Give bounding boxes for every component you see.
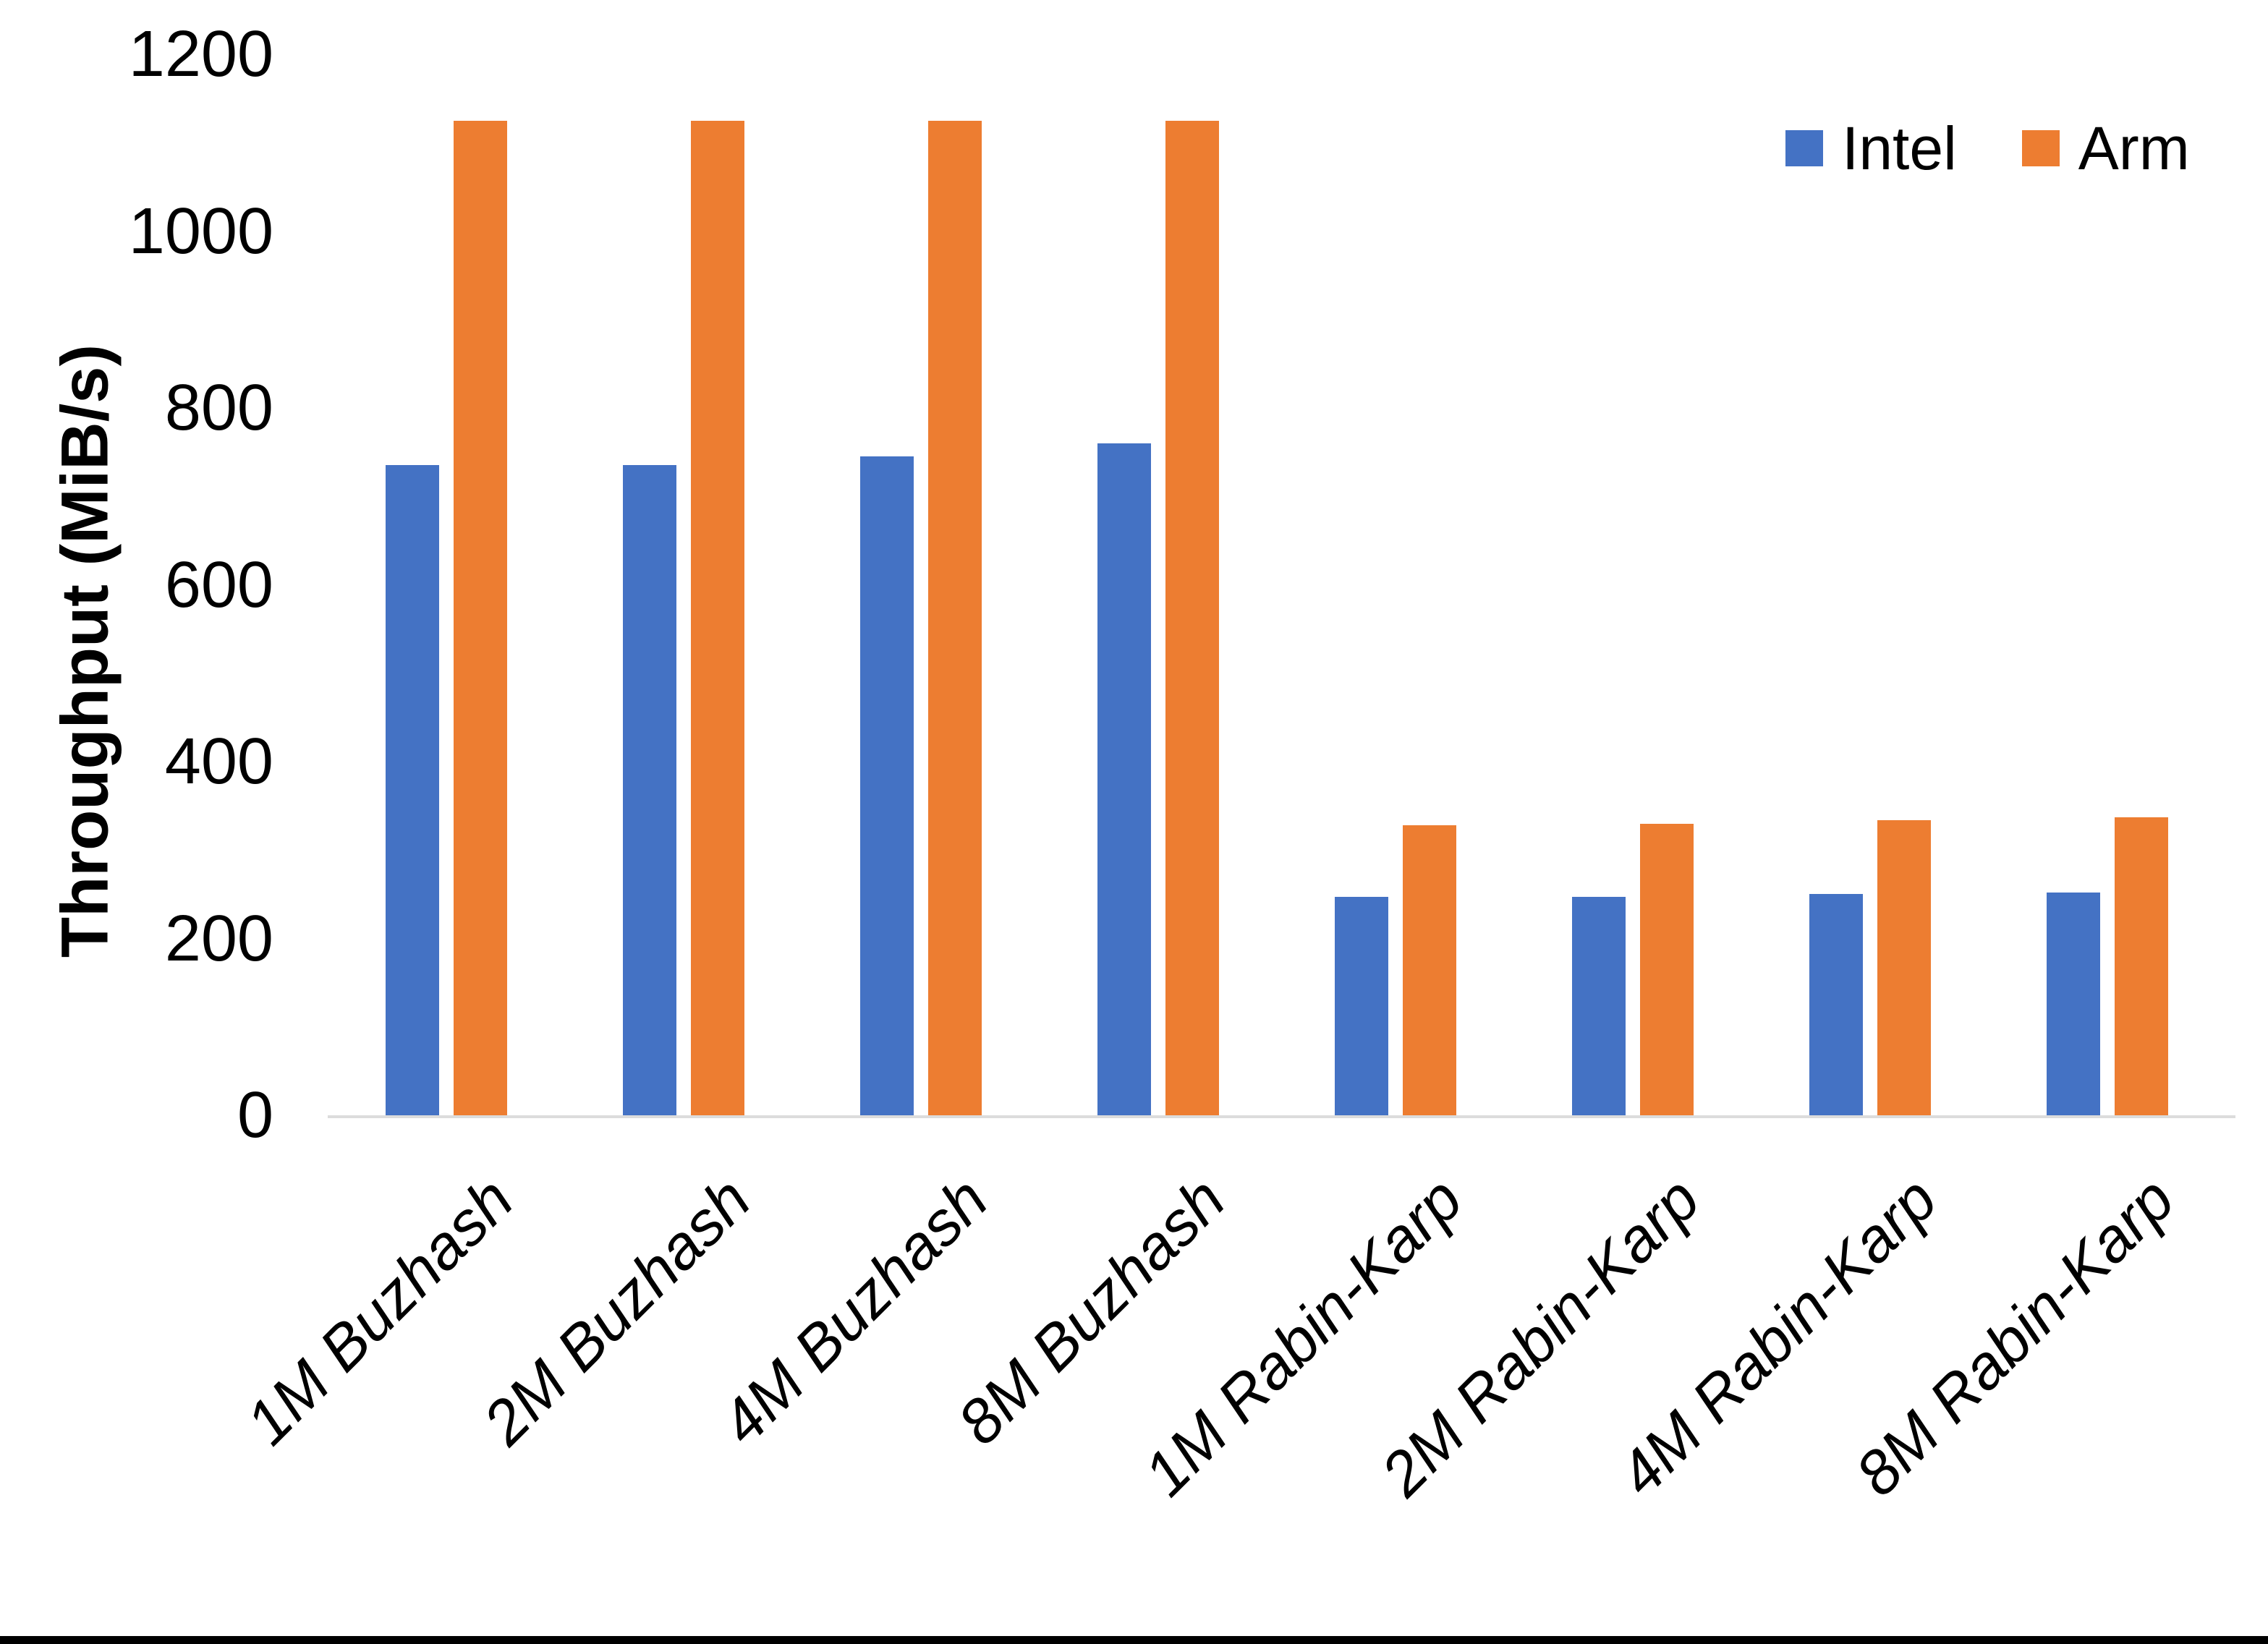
- bar-intel-1m-buzhash: [386, 465, 439, 1115]
- bar-arm-1m-buzhash: [454, 120, 507, 1115]
- bar-intel-8m-rabin-karp: [2047, 892, 2100, 1115]
- x-label-1m-buzhash: 1M Buzhash: [232, 1164, 527, 1458]
- bar-arm-4m-rabin-karp: [1877, 819, 1931, 1115]
- y-tick-label-0: 0: [237, 1079, 273, 1151]
- bar-intel-2m-buzhash: [623, 465, 676, 1115]
- legend-label-intel: Intel: [1842, 114, 1957, 182]
- bar-intel-2m-rabin-karp: [1572, 897, 1626, 1115]
- legend-item-arm: Arm: [2021, 114, 2190, 182]
- legend: Intel Arm: [1785, 116, 2190, 181]
- plot-area: [328, 54, 2226, 1115]
- legend-item-intel: Intel: [1785, 116, 1957, 181]
- legend-label-arm: Arm: [2078, 114, 2190, 182]
- bar-arm-1m-rabin-karp: [1403, 825, 1456, 1115]
- y-tick-label-1200: 1200: [128, 18, 273, 90]
- bar-arm-8m-buzhash: [1165, 120, 1219, 1115]
- bar-intel-4m-buzhash: [860, 456, 914, 1115]
- bar-arm-8m-rabin-karp: [2115, 817, 2168, 1115]
- bar-intel-4m-rabin-karp: [1809, 894, 1863, 1115]
- y-tick-label-600: 600: [164, 548, 273, 621]
- legend-swatch-arm: [2021, 130, 2060, 166]
- bar-arm-4m-buzhash: [928, 120, 982, 1115]
- bar-arm-2m-rabin-karp: [1640, 823, 1694, 1115]
- x-axis-line: [328, 1115, 2235, 1118]
- bar-intel-1m-rabin-karp: [1335, 897, 1388, 1115]
- y-tick-label-1000: 1000: [128, 195, 273, 268]
- y-tick-label-800: 800: [164, 372, 273, 444]
- bar-arm-2m-buzhash: [691, 120, 744, 1115]
- legend-swatch-intel: [1785, 130, 1823, 166]
- bottom-border: [0, 1636, 2268, 1644]
- y-tick-label-400: 400: [164, 725, 273, 798]
- bar-intel-8m-buzhash: [1097, 443, 1151, 1115]
- y-tick-label-200: 200: [164, 902, 273, 975]
